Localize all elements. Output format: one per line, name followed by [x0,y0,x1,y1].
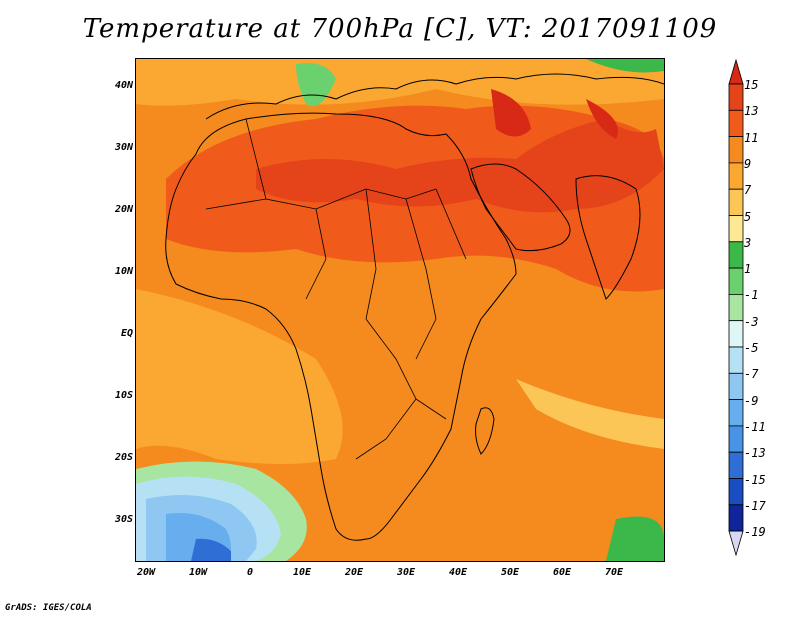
colorbar-label: -13 [744,446,766,460]
lon-label: 10W [188,567,208,578]
colorbar-label: -1 [744,288,759,302]
africa-outline [165,112,517,541]
north-coastline [205,73,664,120]
colorbar-segment [728,372,744,400]
colorbar-label: 7 [744,183,752,197]
footer-credit: GrADS: IGES/COLA [5,603,92,613]
colorbar [728,58,744,557]
lat-label: 10S [114,390,133,401]
lon-label: 20W [136,567,156,578]
field-north-band [136,59,664,106]
field-sahara-hot [256,119,664,213]
lat-label: 40N [114,80,133,91]
field-arabia-peak [491,89,618,139]
arabia-outline [470,163,571,252]
colorbar-label: -11 [744,420,766,434]
colorbar-segment [728,346,744,374]
colorbar-top-arrow [728,58,744,85]
country-borders [205,118,467,460]
colorbar-label: -17 [744,499,766,513]
field-atlantic-band [136,289,343,464]
lat-label: 30S [114,514,133,525]
lat-label: 20N [114,204,133,215]
colorbar-label: 9 [744,157,752,171]
colorbar-label: -9 [744,394,759,408]
colorbar-label: 1 [744,262,752,276]
field-cold-core [191,538,231,561]
lon-label: 10E [292,567,312,578]
colorbar-label: -3 [744,315,759,329]
colorbar-segment [728,451,744,479]
india-outline [575,175,641,300]
temperature-map [135,58,665,562]
lat-label: EQ [120,328,133,339]
colorbar-label: 11 [744,131,759,145]
colorbar-label: -7 [744,367,759,381]
colorbar-bottom-arrow [728,530,744,557]
colorbar-label: 15 [744,78,759,92]
lon-label: 0 [246,567,254,578]
colorbar-segment [728,109,744,137]
colorbar-segment [728,293,744,322]
lon-label: 20E [344,567,364,578]
colorbar-label: 5 [744,210,752,224]
lon-label: 50E [500,567,520,578]
colorbar-segment [728,188,744,216]
colorbar-label: -5 [744,341,759,355]
field-indian-band [516,379,664,449]
field-ne-cool [586,59,664,73]
colorbar-segment [728,136,744,164]
madagascar-outline [475,407,495,455]
colorbar-segment [728,267,744,295]
colorbar-label: 3 [744,236,752,250]
field-se-cool [606,516,664,561]
colorbar-segment [728,83,744,111]
lon-label: 70E [604,567,624,578]
colorbar-label: -15 [744,473,766,487]
colorbar-segment [728,241,744,269]
colorbar-segment [728,399,744,427]
colorbar-segment [728,162,744,190]
colorbar-segment [728,478,744,506]
colorbar-segment [728,320,744,348]
chart-title: Temperature at 700hPa [C], VT: 201709110… [82,14,718,44]
lon-label: 40E [448,567,468,578]
colorbar-segment [728,504,744,532]
colorbar-label: 13 [744,104,759,118]
lon-label: 60E [552,567,572,578]
colorbar-segment [728,425,744,453]
lat-label: 20S [114,452,133,463]
lat-label: 30N [114,142,133,153]
colorbar-label: -19 [744,525,766,539]
colorbar-segment [728,215,744,243]
lat-label: 10N [114,266,133,277]
lon-label: 30E [396,567,416,578]
